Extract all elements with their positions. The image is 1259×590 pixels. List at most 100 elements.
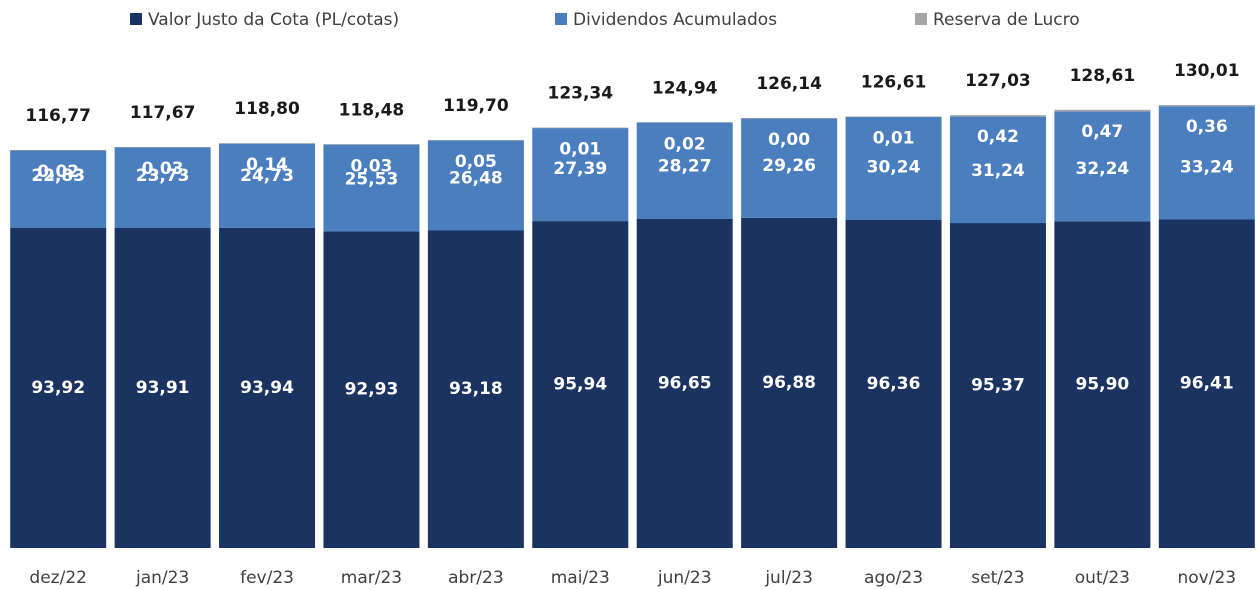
bar-segment (1054, 109, 1151, 112)
bar-segment (219, 143, 316, 228)
bar-segment (845, 219, 942, 548)
legend-swatch (915, 13, 927, 25)
value-label: 0,01 (873, 129, 915, 149)
value-label: 0,47 (1081, 122, 1123, 142)
value-label: 27,39 (553, 159, 607, 179)
bar-segment (741, 118, 838, 218)
bar-segment (427, 230, 524, 548)
value-label: 0,02 (37, 162, 79, 182)
x-tick-label: mai/23 (551, 568, 610, 588)
total-label: 127,03 (965, 71, 1031, 91)
total-label: 117,67 (130, 103, 196, 123)
legend-label: Valor Justo da Cota (PL/cotas) (148, 10, 399, 30)
value-label: 0,00 (768, 130, 810, 150)
value-label: 26,48 (449, 168, 503, 188)
x-tick-label: abr/23 (448, 568, 504, 588)
bar-segment (1054, 221, 1151, 549)
bar-segment (741, 217, 838, 548)
bar-segment (10, 150, 107, 151)
value-label: 23,73 (136, 166, 190, 186)
x-tick-label: jun/23 (657, 568, 712, 588)
value-label: 24,73 (240, 166, 294, 186)
value-label: 96,88 (762, 373, 816, 393)
x-tick-label: out/23 (1075, 568, 1130, 588)
bar-segment (323, 231, 420, 549)
bar-segment (949, 115, 1046, 117)
x-tick-label: set/23 (971, 568, 1024, 588)
value-label: 0,03 (142, 159, 184, 179)
value-label: 33,24 (1180, 157, 1234, 177)
bar-segment (532, 127, 629, 222)
value-label: 93,92 (31, 378, 85, 398)
value-label: 95,37 (971, 376, 1025, 396)
bar-segment (1158, 219, 1255, 548)
bar-segment (10, 227, 107, 548)
total-label: 124,94 (652, 78, 718, 98)
legend-swatch (555, 13, 567, 25)
x-tick-label: nov/23 (1177, 568, 1236, 588)
value-label: 0,03 (350, 156, 392, 176)
value-label: 22,83 (31, 166, 85, 186)
value-label: 0,05 (455, 152, 497, 172)
bar-segment (636, 122, 733, 123)
value-label: 0,01 (559, 140, 601, 160)
bar-segment (427, 140, 524, 231)
value-label: 93,18 (449, 379, 503, 399)
bar-segment (114, 228, 211, 548)
value-label: 29,26 (762, 156, 816, 176)
legend-swatch (130, 13, 142, 25)
bar-segment (1054, 111, 1151, 222)
x-tick-label: fev/23 (240, 568, 294, 588)
value-label: 96,36 (867, 374, 921, 394)
value-label: 31,24 (971, 161, 1025, 181)
x-tick-label: jul/23 (764, 568, 813, 588)
bar-segment (636, 218, 733, 548)
value-label: 0,36 (1186, 117, 1228, 137)
total-label: 116,77 (25, 106, 91, 126)
value-label: 95,94 (553, 375, 607, 395)
value-label: 96,41 (1180, 374, 1234, 394)
total-label: 126,14 (756, 74, 822, 94)
total-label: 119,70 (443, 96, 509, 116)
bar-segment (1158, 105, 1255, 107)
value-label: 92,93 (345, 380, 399, 400)
value-label: 28,27 (658, 157, 712, 177)
bar-segment (427, 140, 524, 141)
value-label: 95,90 (1075, 375, 1129, 395)
bar-segment (741, 118, 838, 119)
x-tick-label: jan/23 (135, 568, 189, 588)
bar-segment (114, 147, 211, 148)
bar-segment (845, 116, 942, 118)
value-label: 93,94 (240, 378, 294, 398)
bar-segment (10, 150, 107, 228)
value-label: 96,65 (658, 373, 712, 393)
bar-segment (1158, 106, 1255, 220)
legend-label: Reserva de Lucro (933, 10, 1080, 30)
bar-segment (114, 147, 211, 229)
x-tick-label: ago/23 (864, 568, 923, 588)
total-label: 118,80 (234, 99, 300, 119)
bar-segment (219, 227, 316, 548)
bar-segment (532, 127, 629, 129)
total-label: 126,61 (861, 73, 927, 93)
bar-segment (636, 122, 733, 219)
bar-segment (323, 144, 420, 232)
total-label: 130,01 (1174, 61, 1240, 81)
value-label: 32,24 (1075, 159, 1129, 179)
x-tick-label: dez/22 (29, 568, 87, 588)
value-label: 30,24 (867, 158, 921, 178)
legend-label: Dividendos Acumulados (573, 10, 777, 30)
value-label: 0,42 (977, 127, 1019, 147)
value-label: 0,14 (246, 155, 288, 175)
bar-segment (532, 221, 629, 549)
total-label: 128,61 (1070, 66, 1136, 86)
total-label: 118,48 (339, 100, 405, 120)
value-label: 0,02 (664, 134, 706, 154)
bar-segment (219, 143, 316, 144)
value-label: 93,91 (136, 378, 190, 398)
value-label: 25,53 (345, 169, 399, 189)
bar-segment (845, 116, 942, 220)
bar-segment (323, 144, 420, 145)
bar-segment (949, 223, 1046, 548)
